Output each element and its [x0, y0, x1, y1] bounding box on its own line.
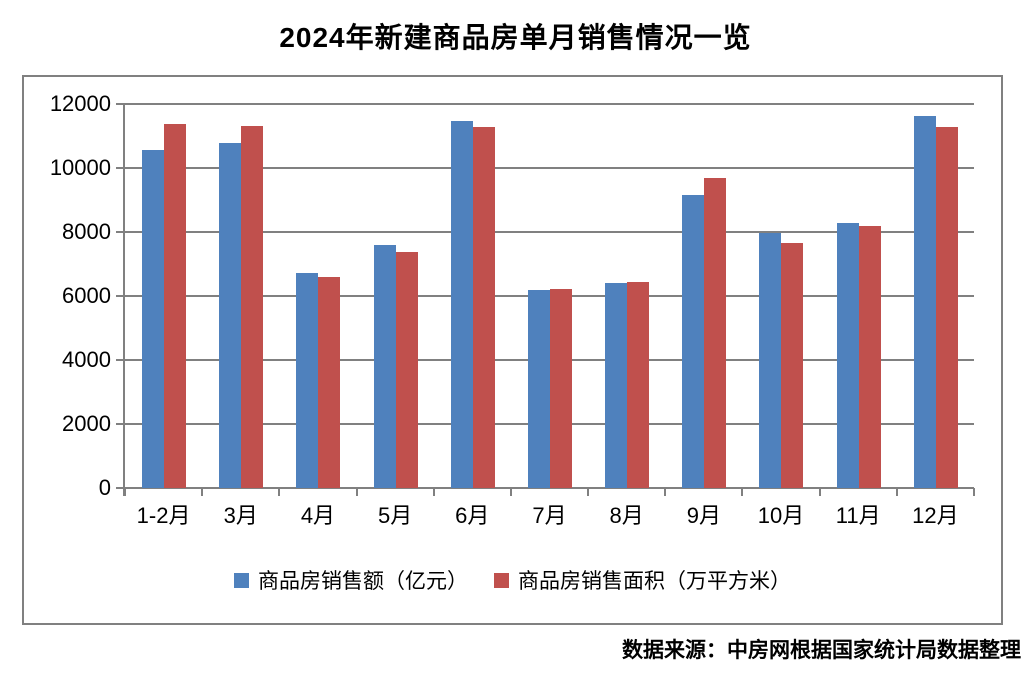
- bar-amount-9月: [682, 194, 705, 488]
- x-category-label: 3月: [223, 503, 258, 528]
- gridline: [116, 231, 974, 233]
- bar-area-4月: [318, 277, 341, 488]
- x-axis-tick: [973, 488, 975, 496]
- bar-amount-4月: [296, 273, 319, 488]
- y-tick-label: 6000: [62, 283, 111, 308]
- bar-amount-8月: [605, 283, 628, 488]
- bar-amount-12月: [913, 116, 936, 488]
- y-tick-label: 12000: [49, 91, 111, 116]
- legend-swatch-icon: [234, 572, 249, 588]
- x-category-label: 1-2月: [136, 503, 191, 528]
- x-axis-tick: [509, 488, 512, 496]
- bar-amount-11月: [836, 223, 859, 488]
- y-axis-line: [123, 104, 125, 496]
- bar-area-9月: [704, 178, 727, 488]
- x-axis-tick: [818, 488, 821, 496]
- bar-amount-7月: [527, 289, 550, 488]
- bar-amount-3月: [219, 142, 242, 488]
- x-axis-tick: [587, 488, 590, 496]
- bar-area-12月: [935, 127, 958, 488]
- y-tick-label: 10000: [49, 155, 111, 180]
- gridline: [116, 103, 974, 105]
- x-axis-tick: [664, 488, 667, 496]
- x-category-label: 11月: [835, 503, 881, 528]
- bar-area-6月: [472, 127, 495, 488]
- x-category-label: 8月: [609, 503, 644, 528]
- bar-area-10月: [781, 243, 804, 488]
- x-axis-tick: [278, 488, 281, 496]
- bar-amount-1-2月: [142, 149, 164, 488]
- x-axis-tick: [895, 488, 898, 496]
- bar-amount-6月: [450, 121, 473, 488]
- y-tick-label: 4000: [62, 347, 111, 372]
- x-axis-tick: [741, 488, 744, 496]
- x-category-label: 4月: [300, 503, 336, 528]
- chart-title: 2024年新建商品房单月销售情况一览: [279, 22, 752, 53]
- legend-entry-sales-amount: 商品房销售额（亿元）: [234, 565, 468, 595]
- bar-area-1-2月: [164, 124, 186, 488]
- legend-entry-sales-area: 商品房销售面积（万平方米）: [494, 565, 791, 595]
- bar-amount-5月: [373, 244, 396, 488]
- bar-area-8月: [627, 281, 650, 488]
- legend-swatch-icon: [494, 572, 509, 588]
- x-axis-line: [116, 487, 974, 489]
- plot-area: 0 2000 4000 6000 8000 10000 12000 1-2月 3月 4月 5月 6月 7…: [50, 91, 975, 528]
- chart-frame: 0 2000 4000 6000 8000 10000 12000 1-2月 3月 4月 5月 6月 7…: [22, 75, 1003, 625]
- bar-area-3月: [241, 126, 264, 488]
- x-axis-tick: [355, 488, 358, 496]
- bar-area-11月: [858, 225, 881, 488]
- x-axis-tick: [201, 488, 204, 496]
- gridline: [116, 167, 974, 169]
- x-category-label: 9月: [686, 503, 721, 528]
- x-axis-tick: [432, 488, 435, 496]
- legend-label: 商品房销售额（亿元）: [258, 570, 468, 593]
- legend-label: 商品房销售面积（万平方米）: [518, 570, 791, 593]
- x-category-label: 10月: [757, 503, 805, 528]
- x-category-label: 7月: [532, 503, 567, 528]
- y-tick-label: 8000: [62, 219, 111, 244]
- x-category-label: 6月: [455, 503, 490, 528]
- source-note: 数据来源：中房网根据国家统计局数据整理: [622, 639, 1021, 662]
- bar-amount-10月: [759, 232, 782, 488]
- y-tick-label: 2000: [62, 411, 111, 436]
- legend: 商品房销售额（亿元） 商品房销售面积（万平方米）: [24, 564, 1001, 596]
- bar-area-7月: [549, 288, 572, 488]
- y-tick-label: 0: [98, 475, 111, 500]
- x-category-label: 12月: [912, 503, 959, 528]
- bar-area-5月: [395, 251, 418, 488]
- x-category-label: 5月: [377, 503, 413, 528]
- x-axis-tick: [124, 488, 126, 496]
